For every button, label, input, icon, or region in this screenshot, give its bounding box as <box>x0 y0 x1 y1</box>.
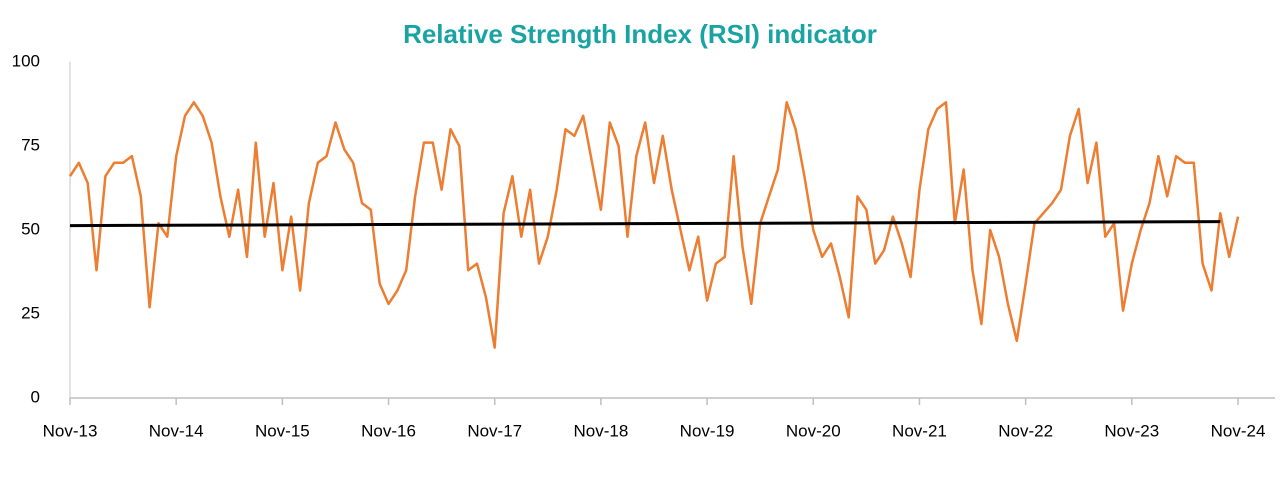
x-tick-label: Nov-14 <box>149 421 204 440</box>
x-tick-label: Nov-23 <box>1104 421 1159 440</box>
x-tick-label: Nov-20 <box>786 421 841 440</box>
x-tick-label: Nov-22 <box>998 421 1053 440</box>
y-tick-label: 0 <box>31 387 40 406</box>
x-tick-label: Nov-17 <box>467 421 522 440</box>
x-tick-label: Nov-13 <box>43 421 98 440</box>
rsi-line <box>68 101 1240 349</box>
y-tick-label: 100 <box>12 51 40 70</box>
x-tick-label: Nov-19 <box>680 421 735 440</box>
x-tick-label: Nov-24 <box>1211 421 1266 440</box>
x-tick-label: Nov-15 <box>255 421 310 440</box>
x-tick-label: Nov-16 <box>361 421 416 440</box>
x-tick-label: Nov-18 <box>574 421 629 440</box>
chart-title: Relative Strength Index (RSI) indicator <box>403 19 877 49</box>
x-tick-label: Nov-21 <box>892 421 947 440</box>
y-tick-label: 75 <box>21 135 40 154</box>
y-tick-label: 25 <box>21 303 40 322</box>
trend-line <box>69 220 1221 228</box>
y-tick-label: 50 <box>21 219 40 238</box>
